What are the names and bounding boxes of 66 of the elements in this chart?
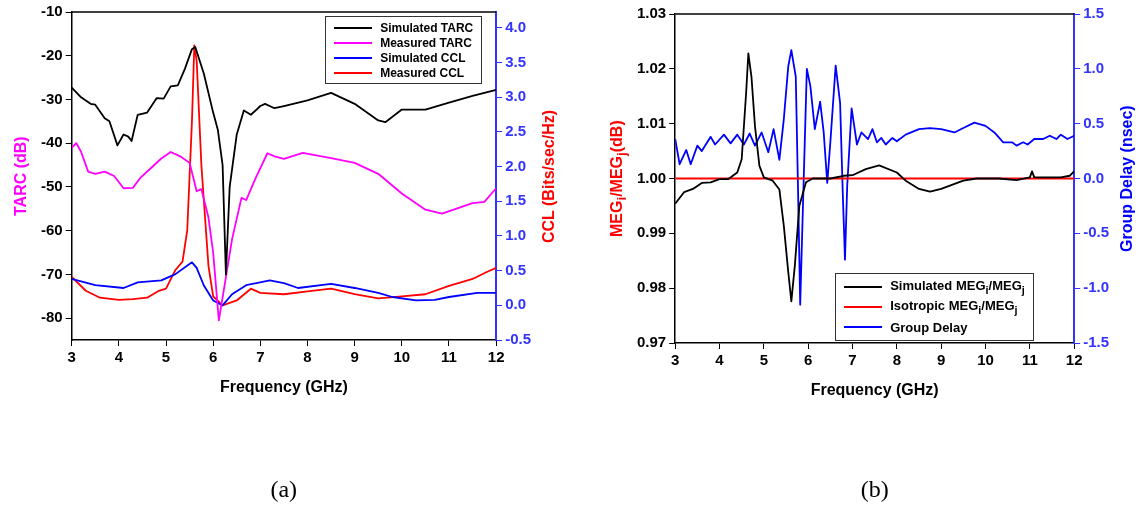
x-tick-label: 10 xyxy=(977,351,994,369)
legend-label: Simulated CCL xyxy=(380,50,466,65)
y-tick-label: 1.02 xyxy=(636,58,667,76)
y2-axis-title: CCL (Bits/sec/Hz) xyxy=(540,109,558,243)
y2-tick-label: 3.5 xyxy=(505,52,527,70)
y-tick-label: -10 xyxy=(40,2,63,20)
y-axis-title: TARC (dB) xyxy=(12,136,30,216)
text: (a) xyxy=(270,476,298,503)
y2-axis-title: Group Delay (nsec) xyxy=(1118,105,1136,252)
y-tick-label: 0.97 xyxy=(636,333,667,351)
x-tick-label: 6 xyxy=(804,351,813,369)
y2-tick-label: 4.0 xyxy=(505,18,527,36)
x-tick-label: 5 xyxy=(759,351,769,369)
x-tick-label: 12 xyxy=(1065,351,1083,369)
y2-tick-label: 1.5 xyxy=(505,191,527,209)
y-tick-label: 0.99 xyxy=(636,223,667,241)
x-tick-label: 3 xyxy=(67,348,76,366)
x-tick-label: 9 xyxy=(350,348,359,366)
y2-tick-label: -0.5 xyxy=(505,330,532,348)
legend-label: Simulated TARC xyxy=(380,20,474,35)
y-tick-label: 0.98 xyxy=(636,278,667,296)
y-tick-label: -20 xyxy=(40,45,63,63)
x-tick-label: 12 xyxy=(487,348,505,366)
x-tick-label: 5 xyxy=(161,348,171,366)
y2-tick-label: -1.0 xyxy=(1083,278,1110,296)
y2-tick-label: -1.5 xyxy=(1083,333,1110,351)
legend-label: Measured CCL xyxy=(380,65,465,80)
y2-tick-label: 0.0 xyxy=(1083,168,1105,186)
y2-tick-label: 2.0 xyxy=(505,156,527,174)
y-tick-label: -80 xyxy=(40,308,63,326)
x-tick-label: 7 xyxy=(256,348,265,366)
y2-tick-label: -0.5 xyxy=(1083,223,1110,241)
y2-tick-label: 0.0 xyxy=(505,295,527,313)
x-tick-label: 4 xyxy=(715,351,725,369)
y-tick-label: -70 xyxy=(40,264,63,282)
x-tick-label: 9 xyxy=(936,351,946,369)
x-tick-label: 7 xyxy=(848,351,857,369)
x-tick-label: 11 xyxy=(441,348,457,366)
y-tick-label: 1.00 xyxy=(636,168,667,186)
y2-tick-label: 3.0 xyxy=(505,87,527,105)
legend-label: Measured TARC xyxy=(380,35,472,50)
x-tick-label: 8 xyxy=(303,348,312,366)
x-tick-label: 8 xyxy=(892,351,902,369)
y2-tick-label: 1.0 xyxy=(1083,58,1105,76)
x-tick-label: 10 xyxy=(393,348,411,366)
text: (b) xyxy=(860,476,889,503)
x-tick-label: 6 xyxy=(209,348,218,366)
x-tick-label: 4 xyxy=(114,348,124,366)
y-tick-label: -40 xyxy=(40,133,63,151)
y-tick-label: -60 xyxy=(40,220,63,238)
x-tick-label: 11 xyxy=(1021,351,1038,369)
y-tick-label: 1.03 xyxy=(636,4,667,22)
y-tick-label: -30 xyxy=(40,89,63,107)
y2-tick-label: 0.5 xyxy=(505,260,527,278)
y2-tick-label: 1.5 xyxy=(1083,4,1105,22)
y2-tick-label: 1.0 xyxy=(505,226,527,244)
legend-label: Group Delay xyxy=(890,319,968,335)
y2-tick-label: 2.5 xyxy=(505,122,527,140)
y2-tick-label: 0.5 xyxy=(1083,113,1105,131)
x-axis-title: Frequency (GHz) xyxy=(810,381,939,399)
legend-label: Isotropic MEG$_{i}$/MEG$_{j}$ xyxy=(890,298,1018,316)
x-axis-title: Frequency (GHz) xyxy=(219,378,348,396)
y-tick-label: 1.01 xyxy=(636,113,667,131)
legend-label: Simulated MEG$_{i}$/MEG$_{j}$ xyxy=(890,278,1025,296)
x-tick-label: 3 xyxy=(671,351,680,369)
y-tick-label: -50 xyxy=(40,177,63,195)
